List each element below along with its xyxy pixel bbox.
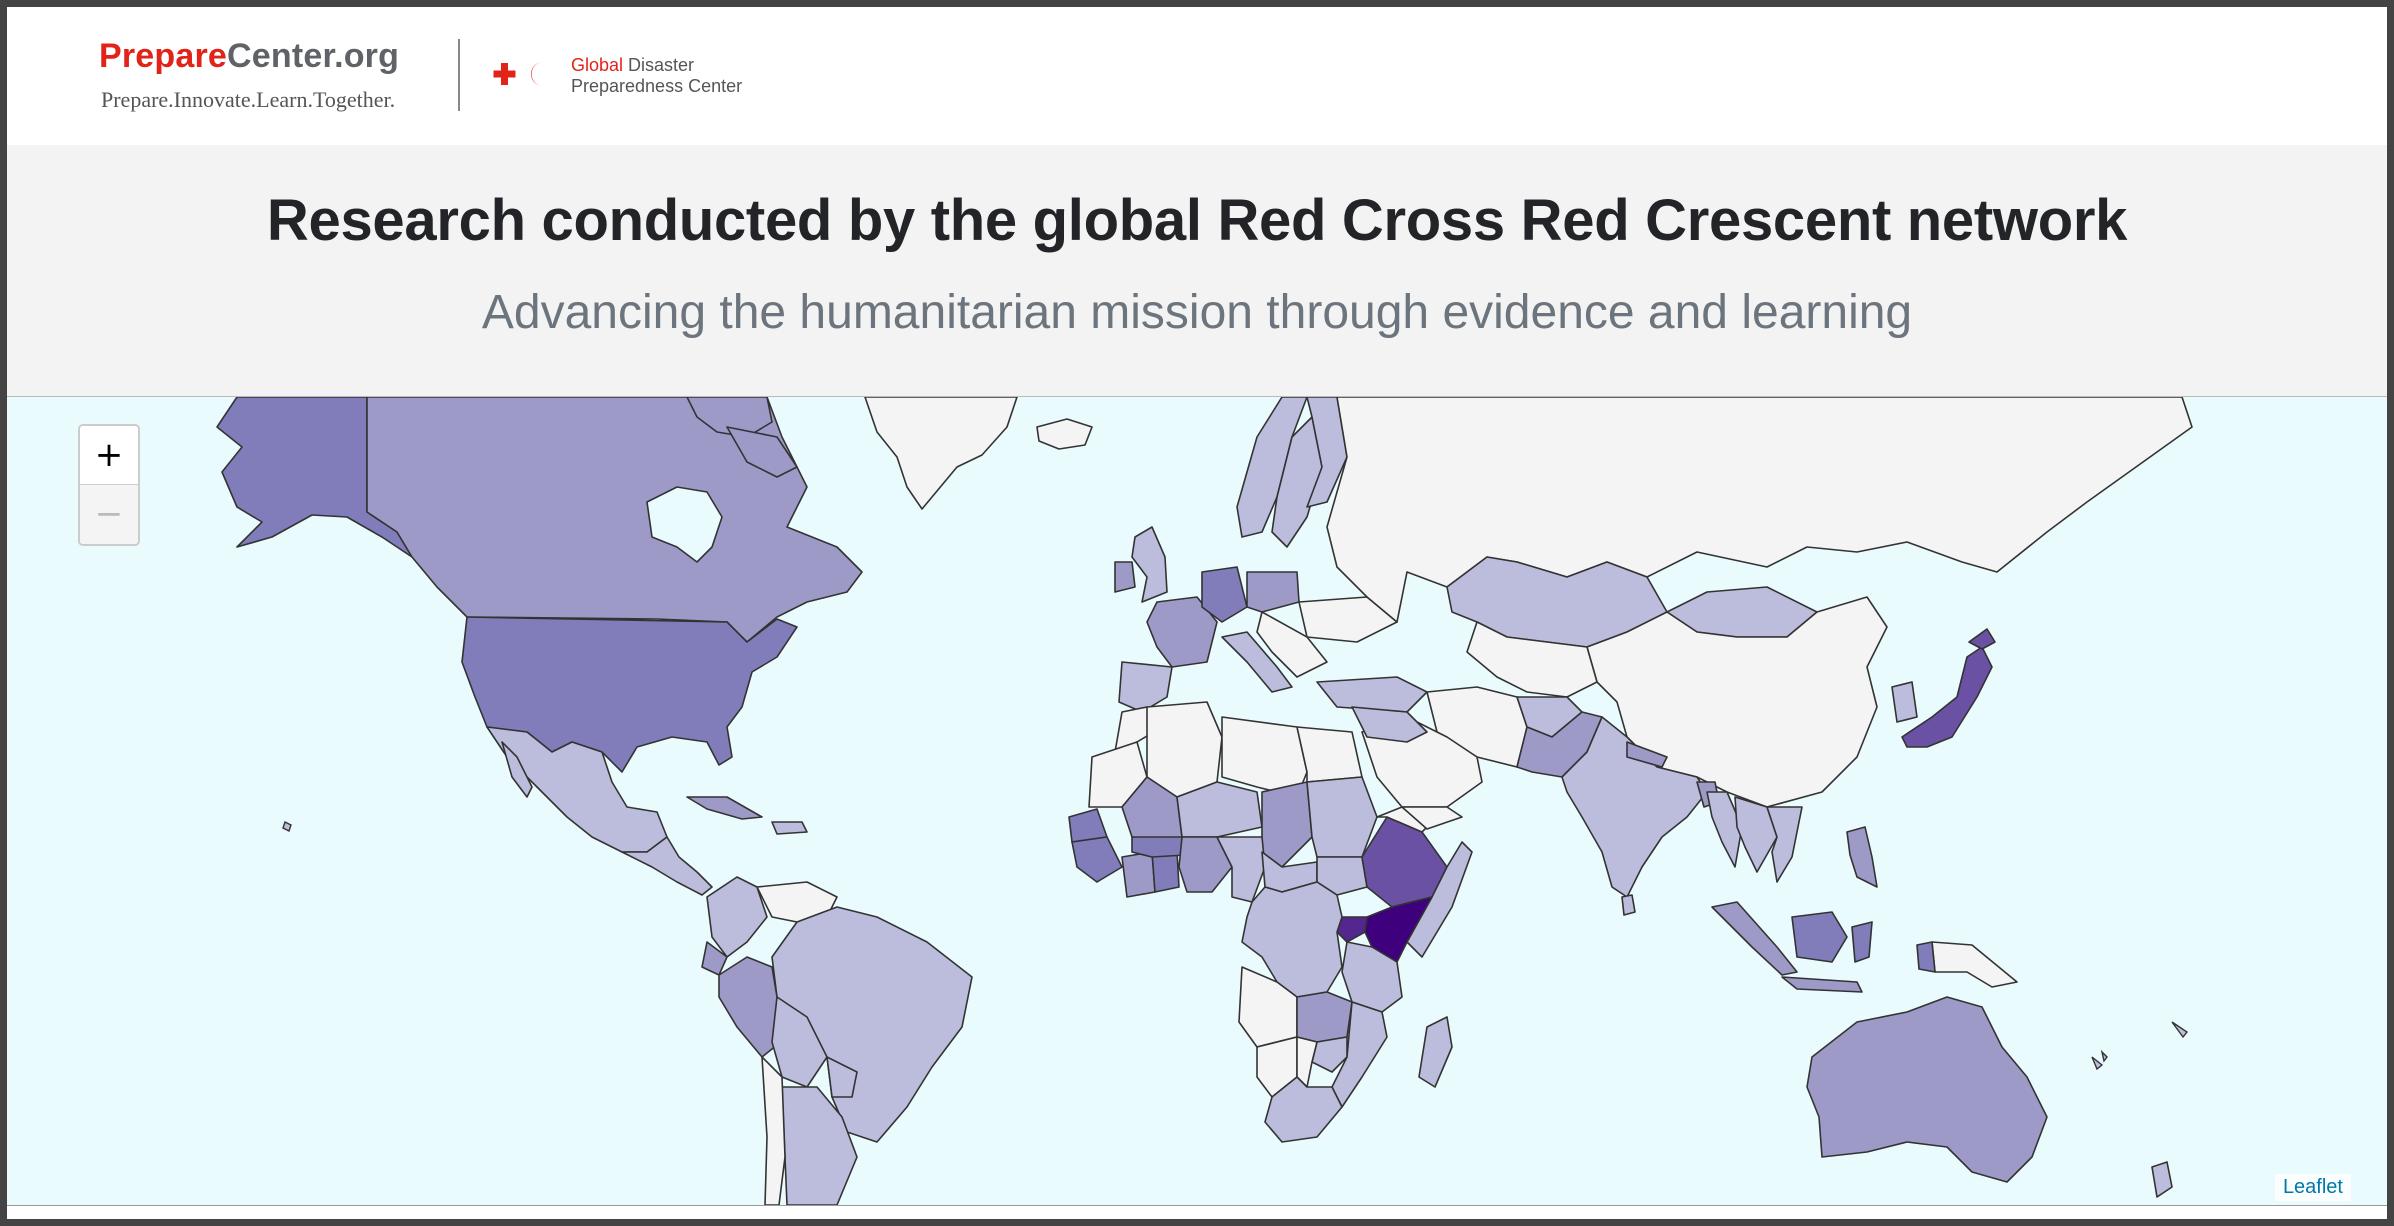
baja-california[interactable] — [501, 741, 533, 798]
island-pacific-2[interactable] — [2171, 1021, 2189, 1039]
gdpc-name: Global Disaster Preparedness Center — [571, 55, 743, 96]
country-iceland[interactable] — [1036, 418, 1093, 450]
country-png[interactable] — [1931, 941, 2018, 988]
country-colombia[interactable] — [706, 876, 768, 958]
country-cote-divoire[interactable] — [1121, 851, 1156, 898]
island-fiji[interactable] — [2091, 1056, 2104, 1071]
country-guinea-sierra-leone[interactable] — [1071, 836, 1123, 883]
country-russia[interactable] — [1326, 397, 2193, 623]
page-title: Research conducted by the global Red Cro… — [266, 188, 2128, 253]
country-haiti-dr[interactable] — [771, 821, 808, 835]
zoom-control: + − — [78, 424, 140, 546]
country-new-zealand[interactable] — [2151, 1161, 2173, 1198]
country-indonesia-papua[interactable] — [1916, 941, 1936, 973]
country-vietnam[interactable] — [1766, 806, 1803, 883]
world-choropleth[interactable] — [7, 397, 2387, 1205]
browser-frame: PrepareCenter.org Prepare.Innovate.Learn… — [7, 7, 2387, 1219]
country-indonesia-sumatra[interactable] — [1711, 901, 1798, 976]
country-madagascar[interactable] — [1418, 1016, 1453, 1088]
country-south-sudan[interactable] — [1316, 856, 1368, 896]
logo-wordmark: PrepareCenter.org — [99, 37, 400, 75]
country-egypt[interactable] — [1296, 726, 1363, 783]
country-cuba[interactable] — [686, 796, 763, 820]
preparecenter-logo[interactable]: PrepareCenter.org Prepare.Innovate.Learn… — [99, 37, 400, 112]
country-mozambique[interactable] — [1331, 1001, 1388, 1108]
country-poland[interactable] — [1246, 571, 1300, 613]
country-turkey[interactable] — [1316, 676, 1428, 713]
country-south-africa[interactable] — [1264, 1076, 1343, 1143]
country-france[interactable] — [1146, 596, 1218, 668]
country-burkina-faso[interactable] — [1131, 836, 1186, 858]
country-japan-hokkaido[interactable] — [1968, 628, 1996, 650]
country-chile[interactable] — [761, 1056, 786, 1205]
site-header: PrepareCenter.org Prepare.Innovate.Learn… — [7, 7, 2387, 145]
country-australia[interactable] — [1806, 996, 2048, 1183]
page-banner: Research conducted by the global Red Cro… — [7, 145, 2387, 397]
country-japan[interactable] — [1901, 646, 1993, 748]
country-nepal[interactable] — [1626, 741, 1668, 768]
country-indonesia-java[interactable] — [1781, 976, 1863, 993]
country-botswana[interactable] — [1296, 1036, 1318, 1088]
country-uk[interactable] — [1131, 526, 1168, 603]
zoom-in-button[interactable]: + — [80, 426, 138, 485]
country-sudan[interactable] — [1306, 776, 1378, 858]
page-subtitle: Advancing the humanitarian mission throu… — [481, 286, 1913, 339]
central-america[interactable] — [621, 836, 713, 896]
country-argentina[interactable] — [781, 1086, 858, 1205]
country-balkans[interactable] — [1256, 611, 1328, 678]
country-sri-lanka[interactable] — [1621, 894, 1636, 916]
country-indonesia-sulawesi[interactable] — [1851, 921, 1873, 963]
country-mexico[interactable] — [486, 726, 668, 853]
country-central-asia[interactable] — [1466, 621, 1598, 698]
country-canada[interactable] — [366, 397, 863, 643]
leaflet-attribution-link[interactable]: Leaflet — [2274, 1174, 2351, 1201]
country-yemen[interactable] — [1401, 806, 1463, 830]
canada-baffin[interactable] — [726, 426, 798, 478]
country-greenland[interactable] — [864, 397, 1018, 510]
country-algeria[interactable] — [1146, 701, 1223, 798]
country-zambia[interactable] — [1296, 991, 1353, 1043]
country-drc[interactable] — [1241, 881, 1343, 998]
country-spain[interactable] — [1118, 661, 1173, 713]
country-ireland[interactable] — [1114, 561, 1136, 593]
country-indonesia-borneo[interactable] — [1791, 911, 1848, 963]
island-hawaii[interactable] — [282, 821, 292, 832]
country-kenya[interactable] — [1364, 896, 1433, 963]
hudson-bay[interactable] — [646, 486, 723, 563]
country-ghana-togo[interactable] — [1151, 851, 1180, 893]
zoom-out-button[interactable]: − — [80, 485, 138, 544]
logo-divider — [458, 39, 460, 111]
country-italy[interactable] — [1221, 631, 1293, 693]
country-ukraine[interactable] — [1298, 596, 1398, 643]
logo-tagline: Prepare.Innovate.Learn.Together. — [101, 87, 396, 112]
country-iraq-syria[interactable] — [1351, 706, 1428, 743]
country-germany[interactable] — [1201, 566, 1248, 623]
country-paraguay[interactable] — [826, 1056, 858, 1098]
country-chad[interactable] — [1261, 781, 1313, 868]
country-korea[interactable] — [1891, 681, 1918, 723]
island-pacific-1[interactable] — [2100, 1049, 2108, 1063]
red-cross-red-crescent-icon — [493, 62, 543, 86]
country-philippines[interactable] — [1846, 826, 1878, 888]
country-eritrea-djibouti[interactable] — [1376, 806, 1428, 833]
research-map[interactable]: + − Leaflet — [7, 397, 2387, 1206]
country-tanzania[interactable] — [1341, 941, 1403, 1013]
country-myanmar[interactable] — [1706, 791, 1743, 868]
